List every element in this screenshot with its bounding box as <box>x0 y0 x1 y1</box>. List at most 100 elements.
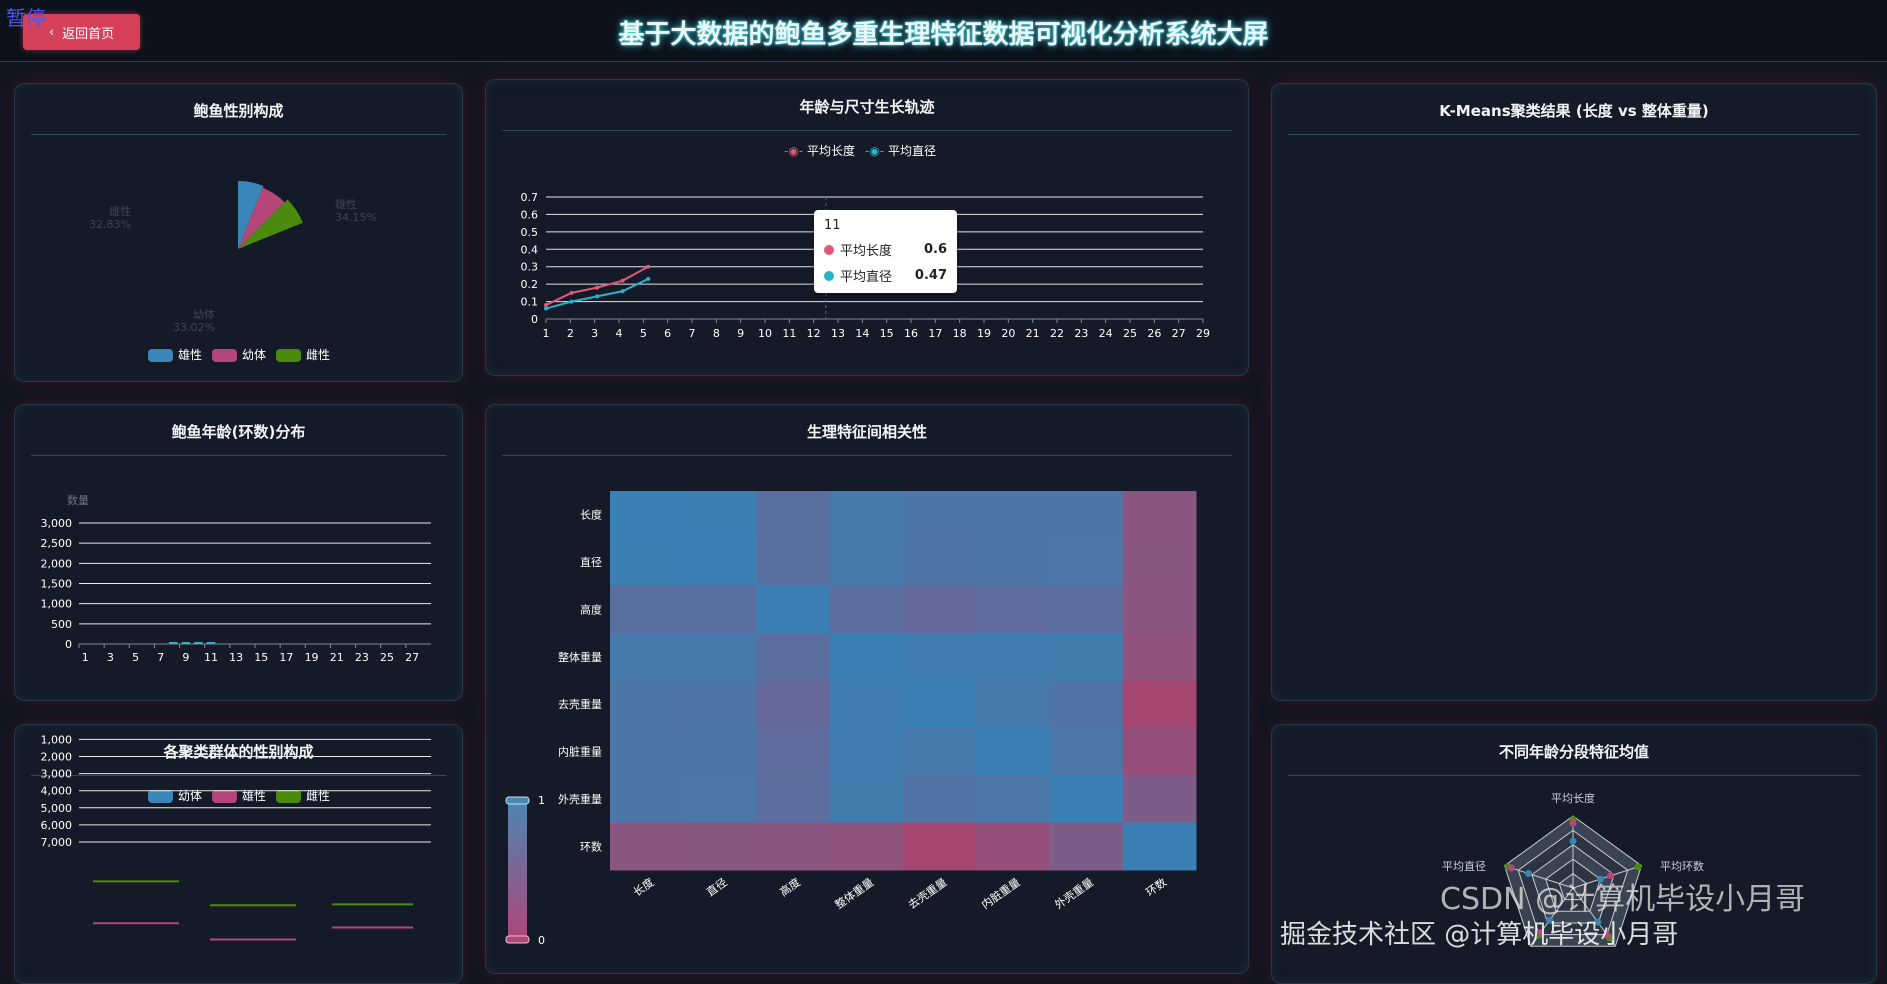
x-tick-label: 14 <box>855 327 869 340</box>
heatmap-cell <box>1122 491 1197 539</box>
heatmap-cell <box>976 727 1050 776</box>
legend-item[interactable]: -◉- 平均直径 <box>864 144 936 158</box>
heatmap-cell <box>976 538 1050 587</box>
heatmap-cell <box>610 775 684 824</box>
legend-item[interactable]: 雄性 <box>148 346 202 363</box>
heatmap-cell <box>756 775 831 824</box>
watermark-csdn: CSDN @计算机毕设小月哥 <box>1440 882 1806 917</box>
x-tick-label: 7 <box>157 651 164 664</box>
x-tick-label: 23 <box>355 651 369 664</box>
heatmap-cell <box>1122 585 1197 634</box>
divider <box>502 130 1232 131</box>
heatmap-cell <box>903 491 977 539</box>
bar <box>169 642 178 644</box>
x-tick-label: 25 <box>380 651 394 664</box>
heatmap-cell <box>903 633 977 681</box>
pie-label-percent: 34.15% <box>335 211 377 224</box>
y-label: 高度 <box>580 602 602 616</box>
y-tick-label: 2,500 <box>41 537 73 550</box>
y-tick-label: 4,000 <box>41 785 73 798</box>
y-label: 长度 <box>580 508 602 522</box>
heatmap-cell <box>976 633 1050 681</box>
heatmap-cell <box>903 538 977 587</box>
radar-point <box>1569 837 1577 845</box>
heatmap-cell <box>610 727 684 776</box>
heatmap-cell <box>1049 491 1124 539</box>
heatmap-cell <box>756 822 831 871</box>
heatmap-cell <box>1122 538 1197 587</box>
heatmap-cell <box>756 585 831 634</box>
x-tick-label: 27 <box>1172 327 1186 340</box>
radar-point <box>1537 929 1545 937</box>
legend-item[interactable]: 雄性 <box>212 787 266 804</box>
back-home-button[interactable]: ‹ 返回首页 <box>23 14 140 50</box>
panel-title: K-Means聚类结果 (长度 vs 整体重量) <box>1439 102 1709 120</box>
panel-title: 鲍鱼年龄(环数)分布 <box>171 423 306 441</box>
visual-map-bar <box>508 800 527 940</box>
panel-title: 鲍鱼性别构成 <box>193 102 284 120</box>
x-tick-label: 16 <box>904 327 918 340</box>
legend-item[interactable]: 雌性 <box>276 346 330 363</box>
heatmap-cell <box>976 775 1050 824</box>
y-tick-label: 3,000 <box>41 768 73 781</box>
x-label: 内脏重量 <box>979 875 1023 912</box>
x-label: 环数 <box>1144 876 1169 899</box>
x-tick-label: 1 <box>82 651 89 664</box>
x-tick-label: 15 <box>254 651 268 664</box>
divider <box>31 775 446 776</box>
pie-slice <box>238 199 303 249</box>
chevron-left-icon: ‹ <box>48 24 55 40</box>
radar-axis <box>1572 865 1642 889</box>
x-tick-label: 24 <box>1099 327 1113 340</box>
divider <box>1288 134 1860 135</box>
x-tick-label: 22 <box>1050 327 1064 340</box>
heatmap-cell <box>683 633 757 681</box>
radar-indicator: 平均环数 <box>1660 860 1704 873</box>
x-tick-label: 23 <box>1074 327 1088 340</box>
x-tick-label: 8 <box>713 327 720 340</box>
legend-item[interactable]: -◉- 平均长度 <box>784 144 855 158</box>
panel-age-distribution: 鲍鱼年龄(环数)分布 <box>14 404 463 701</box>
tooltip-row: 平均直径 0.47 <box>824 266 947 285</box>
heatmap-cell <box>903 585 977 634</box>
y-tick-label: 0.3 <box>521 261 539 274</box>
x-tick-label: 4 <box>616 327 623 340</box>
heatmap-cell <box>756 727 831 776</box>
heatmap-cell <box>829 775 904 824</box>
legend-item[interactable]: 幼体 <box>212 346 266 363</box>
y-label: 外壳重量 <box>558 792 602 806</box>
x-label: 直径 <box>704 875 730 899</box>
legend-item[interactable]: 幼体 <box>148 787 202 804</box>
growth-legend: -◉- 平均长度 -◉- 平均直径 <box>784 142 936 159</box>
y-tick-label: 0 <box>65 638 72 651</box>
heatmap-cell <box>829 538 904 587</box>
heatmap-cell <box>683 775 757 824</box>
radar-point <box>1603 931 1611 939</box>
legend-item[interactable]: 雌性 <box>276 787 330 804</box>
bar <box>181 642 191 644</box>
x-label: 整体重量 <box>832 875 876 912</box>
heatmap-cell <box>756 680 831 729</box>
data-point <box>544 303 548 308</box>
y-tick-label: 5,000 <box>41 802 73 815</box>
data-point <box>646 276 651 281</box>
heatmap-cell <box>610 585 684 634</box>
x-tick-label: 19 <box>305 651 319 664</box>
y-tick-label: 0.1 <box>521 296 539 309</box>
heatmap-cell <box>829 633 904 681</box>
heatmap-cell <box>756 538 831 587</box>
heatmap-cell <box>829 491 904 539</box>
x-label: 高度 <box>777 875 803 899</box>
pie-label-name: 雄性 <box>335 197 357 211</box>
radar-point <box>1634 863 1642 871</box>
header-bar: 基于大数据的鲍鱼多重生理特征数据可视化分析系统大屏 ‹ 返回首页 暂停 <box>0 0 1887 62</box>
x-tick-label: 3 <box>107 651 114 664</box>
x-tick-label: 17 <box>279 651 293 664</box>
visual-map-max: 1 <box>538 794 545 807</box>
pause-label[interactable]: 暂停 <box>6 6 46 30</box>
data-point <box>569 299 574 304</box>
divider <box>31 455 446 456</box>
x-tick-label: 5 <box>132 651 139 664</box>
y-tick-label: 2,000 <box>41 751 73 764</box>
x-tick-label: 29 <box>1196 327 1210 340</box>
